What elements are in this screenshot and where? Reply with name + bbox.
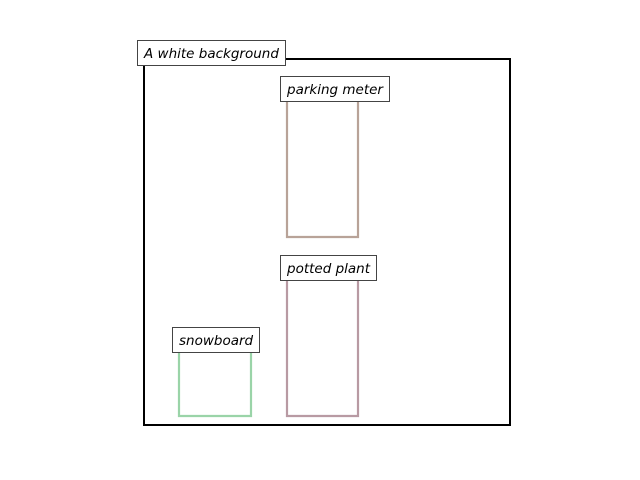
parking-meter-box [285, 90, 360, 239]
background-frame [143, 58, 511, 426]
potted-plant-label: potted plant [280, 255, 378, 281]
potted-plant-box [285, 269, 360, 418]
background-label: A white background [137, 40, 286, 66]
snowboard-box [177, 340, 253, 418]
snowboard-label: snowboard [172, 327, 261, 353]
parking-meter-label: parking meter [280, 76, 390, 102]
